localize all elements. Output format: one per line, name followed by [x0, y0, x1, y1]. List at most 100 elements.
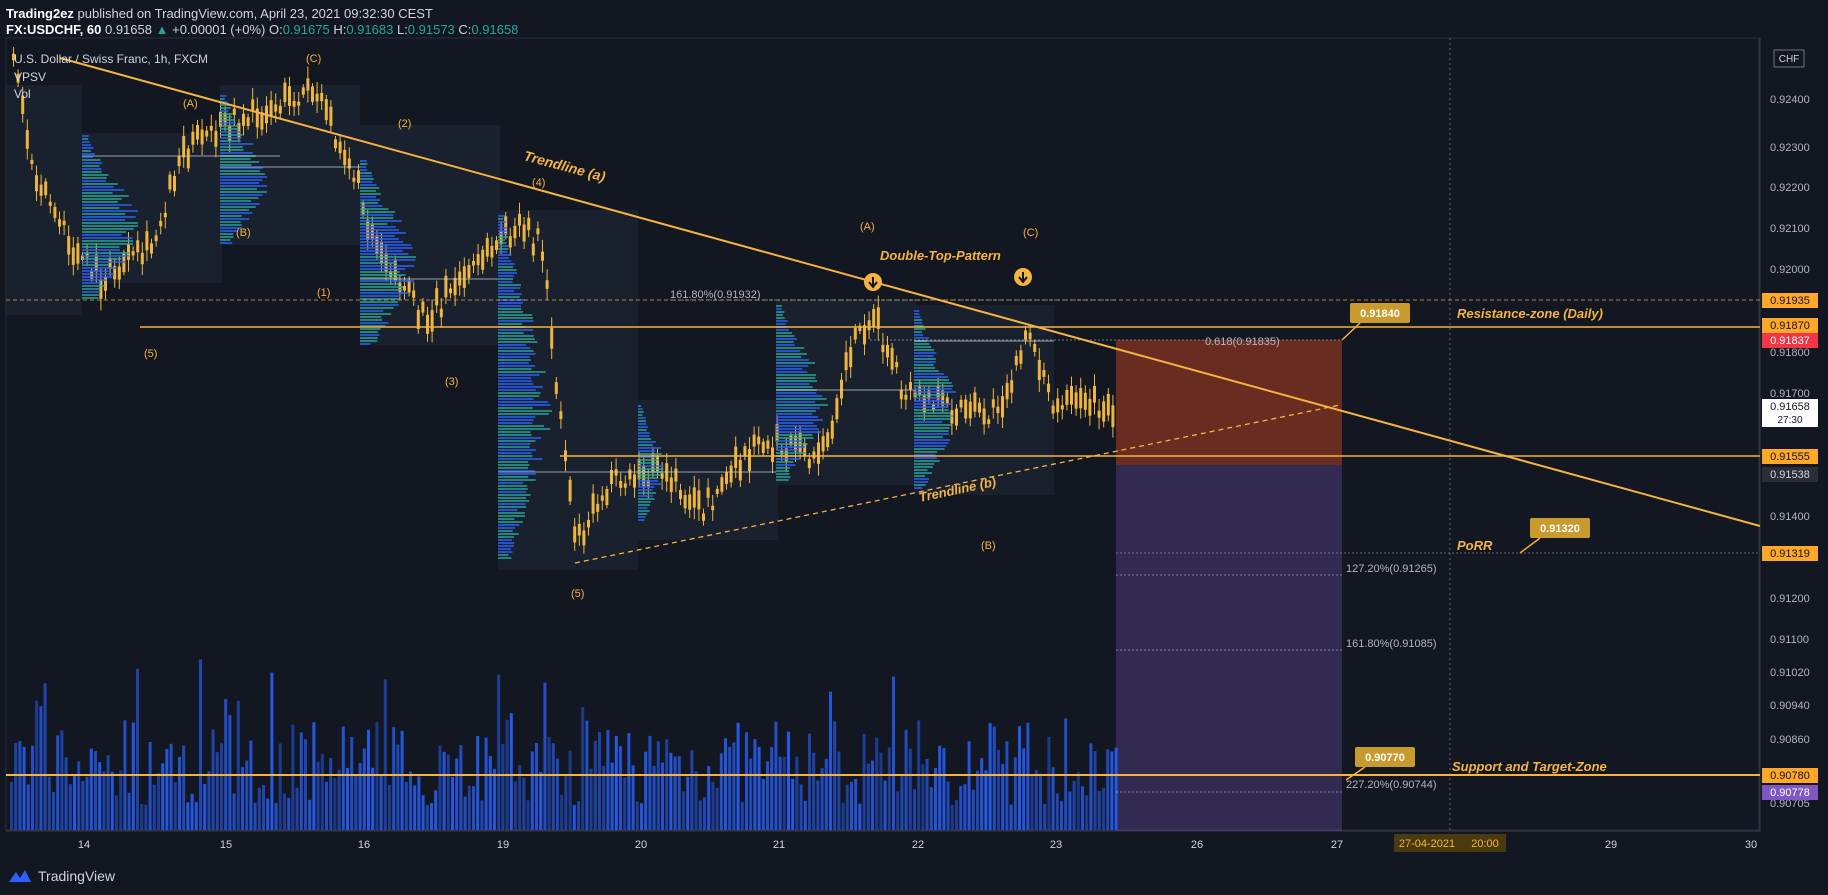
volume-legend[interactable]: Vol: [14, 87, 31, 101]
vpsv-row: [82, 288, 101, 290]
vpsv-row: [776, 347, 805, 349]
short-risk-zone: [1116, 340, 1342, 465]
volume-bar: [488, 756, 492, 830]
vpsv-row: [776, 467, 791, 469]
volume-bar: [1110, 751, 1114, 830]
candle-body: [228, 125, 232, 141]
vpsv-row: [220, 146, 243, 148]
volume-bar: [770, 747, 774, 830]
trendline-b: [574, 404, 1341, 564]
candle-body: [191, 131, 195, 145]
vpsv-row: [776, 428, 819, 430]
candle-body: [131, 251, 135, 256]
vpsv-row: [914, 439, 951, 441]
candle-body: [853, 328, 857, 340]
candle-body: [964, 399, 968, 419]
tradingview-logo[interactable]: TradingView: [8, 868, 115, 884]
volume-bar: [698, 800, 702, 830]
vpsv-row: [498, 242, 507, 244]
candle-body: [108, 258, 112, 269]
y-tick-label: 0.91800: [1770, 347, 1810, 359]
vpsv-row: [220, 113, 233, 115]
candle-body: [58, 219, 61, 227]
vpsv-row: [220, 140, 241, 142]
volume-bar: [467, 785, 471, 830]
vpsv-row: [82, 291, 101, 293]
vpsv-row: [776, 452, 806, 454]
candle-body: [711, 505, 715, 511]
candle-body: [697, 490, 701, 510]
volume-bar: [1051, 767, 1055, 830]
vpsv-row: [220, 125, 239, 127]
fib-161-top-label: 161.80%(0.91932): [670, 289, 761, 301]
vpsv-row: [914, 412, 951, 414]
publish-line: Trading2ez published on TradingView.com,…: [6, 6, 433, 21]
volume-bar: [295, 787, 299, 830]
price-tag: [1762, 467, 1818, 482]
vpsv-row: [498, 377, 532, 379]
vpsv-row: [776, 338, 797, 340]
volume-bar: [921, 764, 925, 830]
volume-bar: [593, 740, 597, 830]
price-chart[interactable]: Trendline (a)Trendline (b)Double-Top-Pat…: [0, 0, 1828, 860]
volume-bar: [1030, 774, 1034, 830]
wave-label: (A): [183, 98, 198, 110]
x-tick-label: 26: [1191, 839, 1203, 851]
vpsv-row: [220, 131, 242, 133]
volume-bar: [866, 763, 870, 830]
volume-bar: [535, 743, 538, 830]
vpsv-row: [498, 470, 535, 472]
vpsv-row: [220, 95, 227, 97]
volume-bar: [1026, 722, 1030, 830]
volume-bar: [85, 776, 89, 830]
wave-label: (1): [317, 287, 330, 299]
vpsv-legend[interactable]: VPSV: [14, 70, 47, 84]
vpsv-row: [360, 250, 403, 252]
volume-bar: [169, 743, 173, 830]
vpsv-row: [498, 296, 520, 298]
wave-label: (5): [571, 588, 584, 600]
callout-0-91320: 0.91320: [1540, 523, 1580, 535]
volume-bar: [316, 761, 320, 830]
vpsv-row: [914, 466, 933, 468]
volume-bar: [787, 731, 790, 830]
volume-bar: [980, 758, 984, 830]
vpsv-row: [82, 171, 102, 173]
vpsv-row: [220, 206, 256, 208]
vpsv-row: [914, 331, 922, 333]
volume-bar: [396, 744, 400, 830]
vpsv-row: [360, 328, 381, 330]
volume-bar: [950, 804, 954, 830]
vpsv-row: [914, 328, 926, 330]
candle-body: [237, 123, 241, 139]
vpsv-row: [498, 473, 536, 475]
vpsv-row: [776, 398, 827, 400]
vpsv-row: [82, 183, 118, 185]
candle-body: [278, 105, 282, 114]
vpsv-row: [498, 506, 527, 508]
volume-bar: [967, 741, 971, 830]
wave-label: (B): [981, 540, 996, 552]
candle-body: [255, 108, 259, 128]
vpsv-row: [82, 273, 114, 275]
volume-bar: [1005, 741, 1009, 830]
y-tick-label: 0.91020: [1770, 667, 1810, 679]
vpsv-row: [498, 317, 533, 319]
candle-body: [347, 158, 351, 169]
vpsv-row: [498, 338, 535, 340]
vpsv-row: [638, 450, 656, 452]
vpsv-row: [360, 238, 399, 240]
vpsv-row: [360, 175, 373, 177]
vpsv-row: [82, 261, 125, 263]
vpsv-row: [914, 478, 930, 480]
vpsv-row: [498, 353, 536, 355]
vpsv-row: [220, 161, 260, 163]
vpsv-row: [638, 465, 664, 467]
volume-bar: [1022, 748, 1026, 830]
vpsv-row: [914, 349, 935, 351]
vpsv-row: [498, 260, 512, 262]
candle-body: [623, 483, 627, 488]
vpsv-row: [360, 340, 378, 342]
vpsv-row: [638, 504, 650, 506]
publisher-name[interactable]: Trading2ez: [6, 6, 74, 21]
